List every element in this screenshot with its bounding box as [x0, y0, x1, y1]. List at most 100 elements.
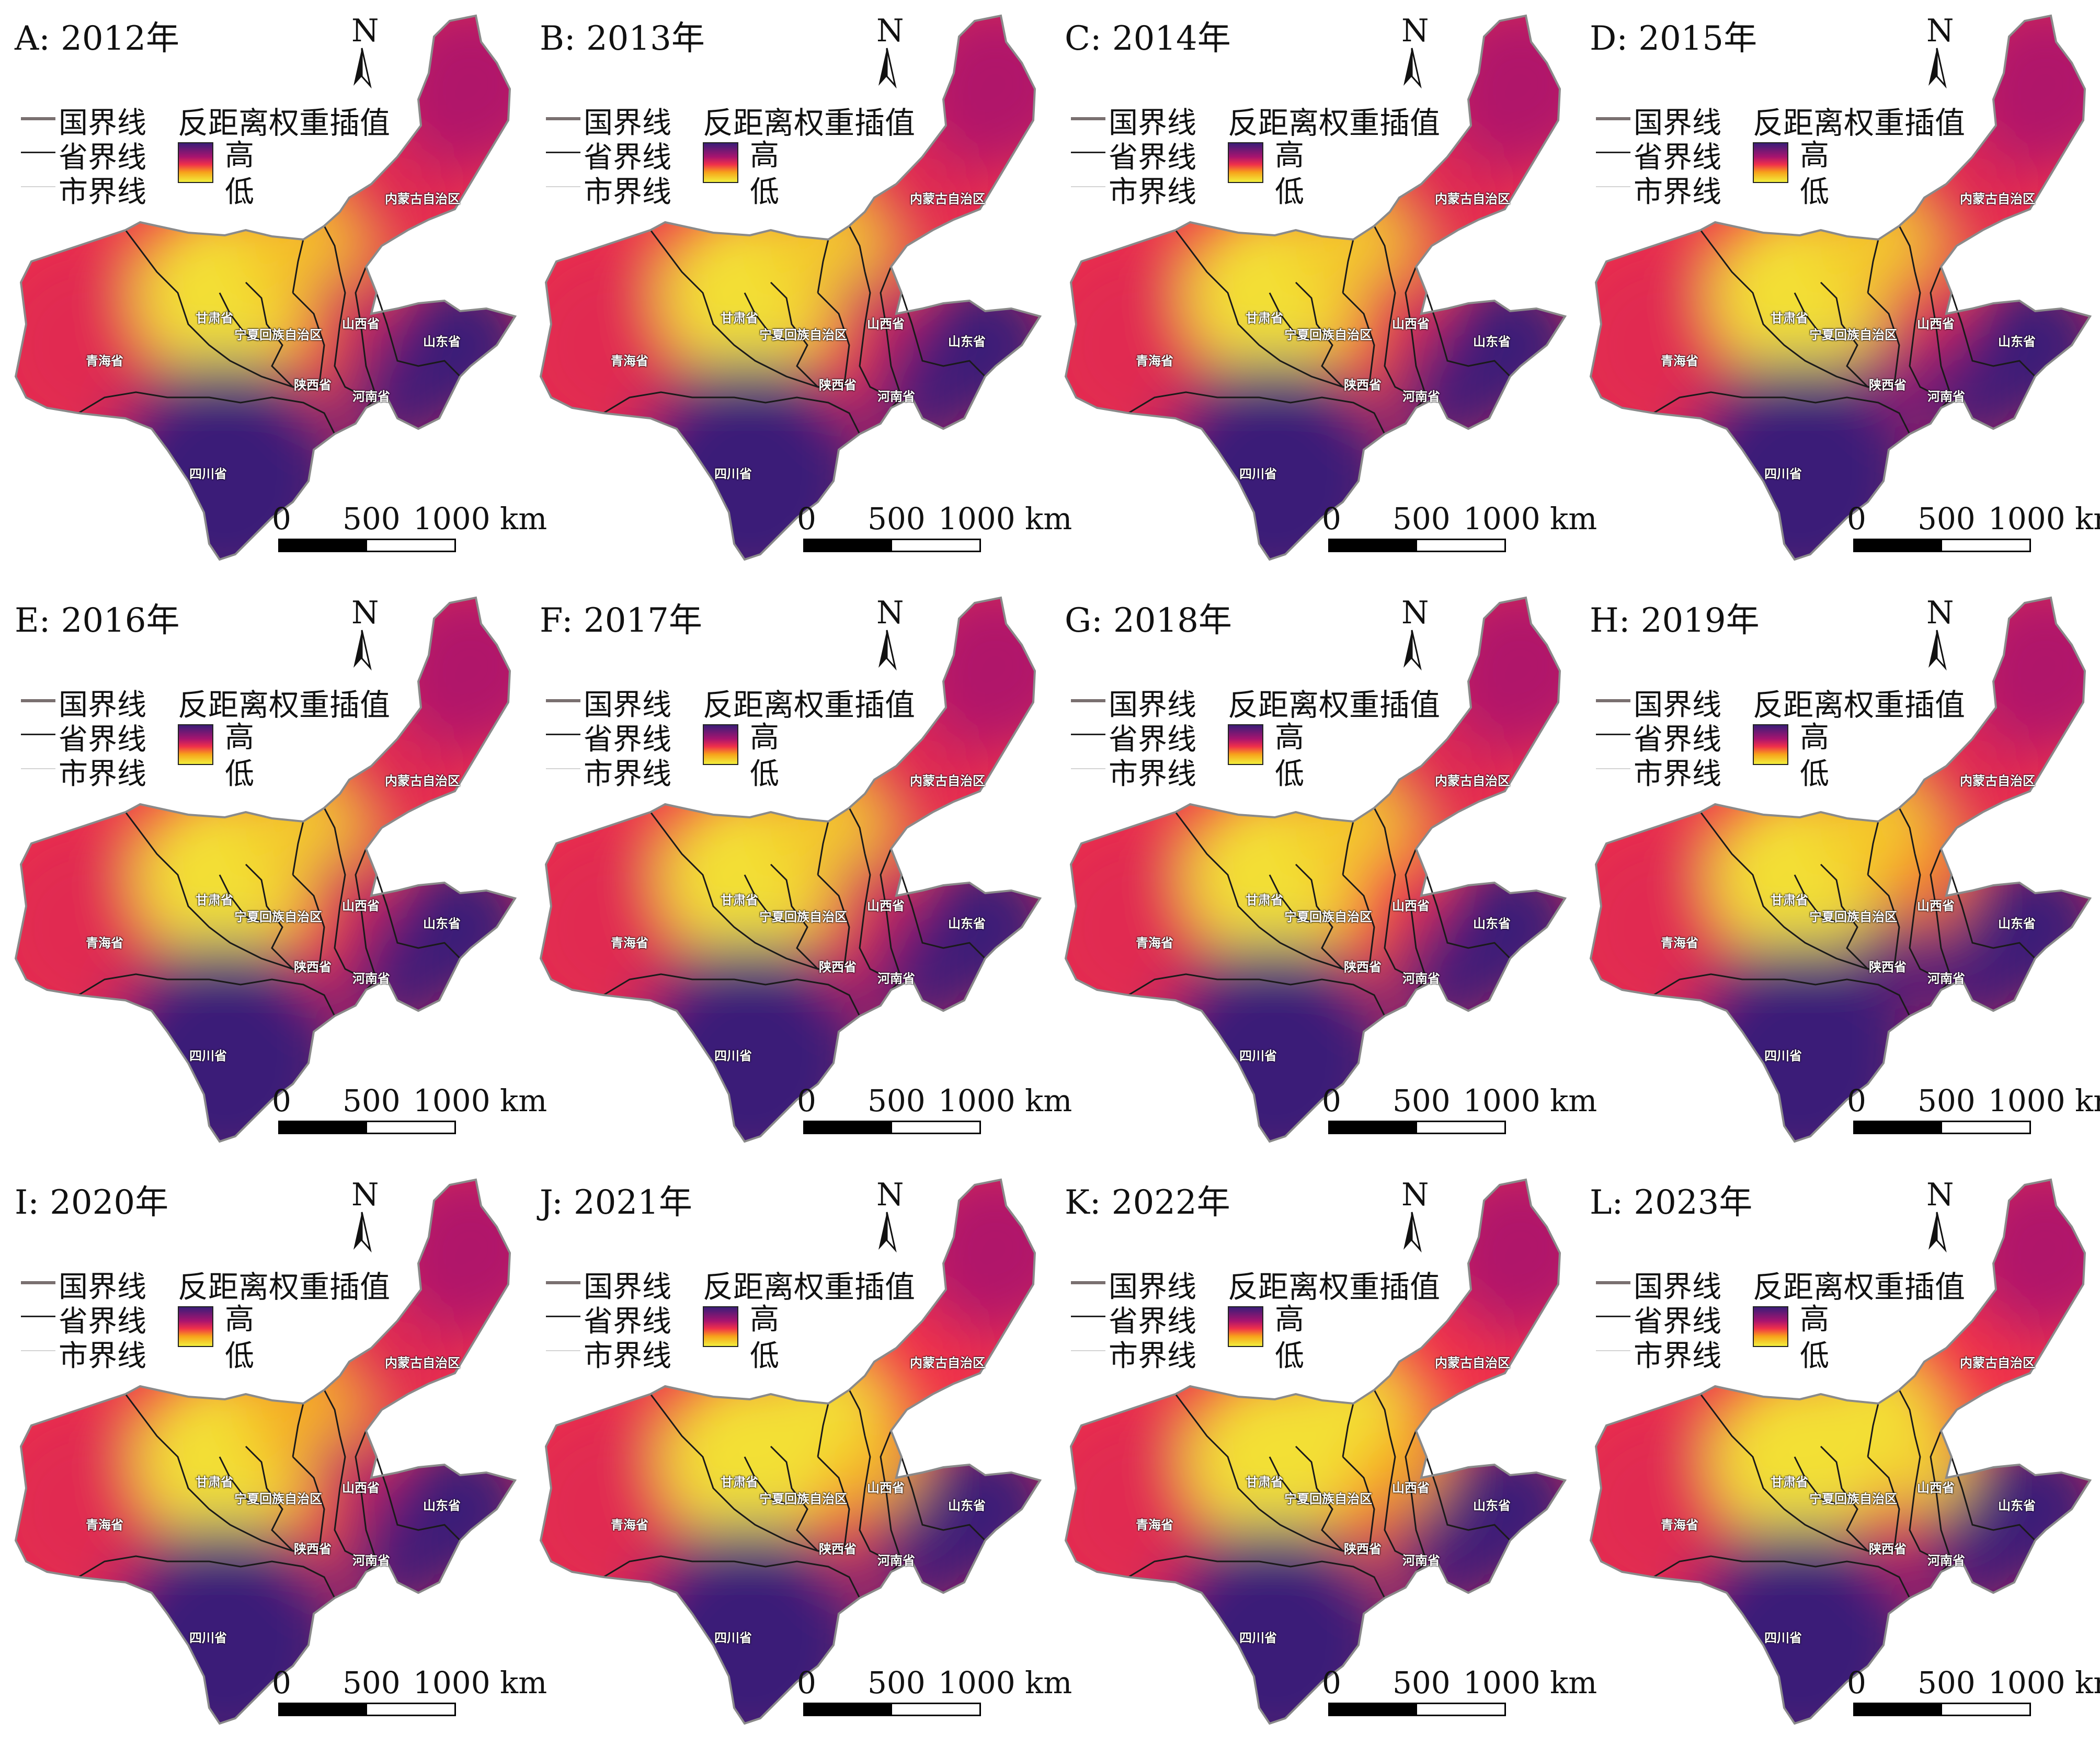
provincial-boundary — [848, 807, 866, 854]
provincial-boundary — [124, 812, 319, 970]
legend-label-national: 国界线 — [59, 1270, 146, 1304]
legend-label-city: 市界线 — [1109, 1339, 1196, 1373]
ramp-high-label: 高 — [1800, 721, 1829, 755]
provincial-boundary — [1342, 239, 1354, 293]
provincial-boundary — [1909, 1435, 1942, 1562]
province-label-sx_shaanxi: 陕西省 — [1344, 377, 1382, 393]
legend-label-national: 国界线 — [1109, 106, 1196, 140]
province-label-sd: 山东省 — [1998, 334, 2036, 349]
provincial-boundary — [1128, 1555, 1386, 1599]
scale-bar — [1853, 1703, 2031, 1716]
panel-title: J: 2021年 — [540, 1183, 692, 1222]
provincial-boundary — [1373, 225, 1391, 272]
provincial-boundary — [1699, 812, 1894, 970]
province-label-hn: 河南省 — [877, 389, 915, 404]
province-label-nx: 宁夏回族自治区 — [759, 1491, 847, 1507]
provincial-boundary — [1295, 1445, 1344, 1552]
provincial-boundary — [124, 1394, 319, 1552]
ramp-low-label: 低 — [750, 757, 779, 791]
interpolation-legend-title: 反距离权重插值 — [1753, 687, 1966, 723]
scale-label-t0: 0 — [1847, 501, 1866, 537]
province-label-gs: 甘肃省 — [721, 892, 758, 908]
province-label-sx_shaanxi: 陕西省 — [819, 377, 857, 393]
provincial-boundary — [859, 853, 892, 980]
legend-label-provincial: 省界线 — [59, 1305, 146, 1339]
scale-label-t1: 500 — [1918, 501, 1976, 537]
scale-label-t0: 0 — [797, 501, 816, 537]
provincial-boundary — [1794, 292, 1837, 341]
national-boundary — [539, 1178, 1042, 1725]
north-label: N — [351, 595, 379, 631]
provincial-boundary — [900, 1456, 986, 1542]
scale-label-t2: 1000 km — [413, 1083, 547, 1119]
province-label-sx_shanxi: 山西省 — [867, 1480, 905, 1496]
idw-blob-nmg_ne — [907, 16, 1040, 173]
province-label-qh: 青海省 — [86, 935, 123, 951]
provincial-boundary — [1950, 292, 2036, 378]
interpolation-legend-title: 反距离权重插值 — [1228, 687, 1441, 723]
provincial-boundary — [770, 281, 819, 388]
provincial-boundary — [292, 821, 304, 875]
ramp-low-label: 低 — [1275, 1339, 1304, 1373]
color-ramp — [1753, 1306, 1788, 1347]
north-label: N — [351, 13, 379, 49]
province-label-qh: 青海省 — [611, 353, 648, 369]
provincial-boundary — [323, 225, 341, 272]
provincial-boundary — [1820, 863, 1869, 970]
provincial-boundary — [292, 874, 325, 969]
idw-blob-nmg_ne — [1432, 16, 1565, 173]
province-label-sc: 四川省 — [189, 1630, 227, 1646]
idw-blob-nmg_ne — [382, 1180, 515, 1337]
legend-label-provincial: 省界线 — [1634, 723, 1721, 757]
province-label-qh: 青海省 — [1661, 1517, 1698, 1533]
provincial-boundary — [245, 863, 294, 970]
national-boundary — [539, 14, 1042, 561]
provincial-boundary — [1174, 1394, 1369, 1552]
idw-map — [1064, 14, 1567, 561]
legend-line-city — [546, 186, 580, 187]
provincial-boundary — [880, 848, 903, 991]
interpolation-legend-title: 反距离权重插值 — [1753, 1269, 1966, 1305]
legend-line-city — [21, 768, 55, 769]
legend-line-national — [21, 1281, 55, 1284]
color-ramp — [703, 142, 738, 183]
province-label-sc: 四川省 — [1239, 1630, 1277, 1646]
legend-label-national: 国界线 — [1634, 106, 1721, 140]
national-boundary — [1064, 1178, 1567, 1725]
scale-label-t0: 0 — [1322, 501, 1341, 537]
province-label-gs: 甘肃省 — [196, 1474, 233, 1490]
provincial-boundary — [1384, 1435, 1417, 1562]
scale-bar — [1328, 539, 1506, 552]
provincial-boundary — [1342, 1403, 1354, 1457]
provincial-boundary — [1653, 1555, 1911, 1599]
provincial-boundary — [817, 239, 829, 293]
national-boundary — [14, 1178, 517, 1725]
idw-map — [1589, 1178, 2092, 1725]
scale-label-t1: 500 — [343, 1665, 401, 1701]
province-label-sx_shanxi: 山西省 — [867, 316, 905, 332]
legend-line-city — [1071, 186, 1105, 187]
legend-line-city — [1071, 768, 1105, 769]
legend-label-provincial: 省界线 — [1634, 141, 1721, 175]
national-boundary — [1589, 596, 2092, 1143]
scale-label-t0: 0 — [272, 501, 291, 537]
province-label-sx_shanxi: 山西省 — [1917, 316, 1955, 332]
legend-line-provincial — [1596, 734, 1630, 735]
legend-line-national — [1071, 1281, 1105, 1284]
provincial-boundary — [1425, 292, 1511, 378]
provincial-boundary — [1342, 874, 1375, 969]
provincial-boundary — [1898, 807, 1916, 854]
scale-label-t2: 1000 km — [1988, 1665, 2100, 1701]
provincial-boundary — [1405, 266, 1428, 409]
idw-map — [1589, 14, 2092, 561]
scale-bar — [278, 1703, 456, 1716]
legend-label-provincial: 省界线 — [1109, 723, 1196, 757]
provincial-boundary — [1425, 874, 1511, 960]
interpolation-legend-title: 反距离权重插值 — [178, 1269, 391, 1305]
interpolation-legend-title: 反距离权重插值 — [1228, 1269, 1441, 1305]
provincial-boundary — [1950, 874, 2036, 960]
province-label-sc: 四川省 — [714, 1630, 752, 1646]
provincial-boundary — [770, 863, 819, 970]
provincial-boundary — [375, 1456, 461, 1542]
provincial-boundary — [880, 266, 903, 409]
